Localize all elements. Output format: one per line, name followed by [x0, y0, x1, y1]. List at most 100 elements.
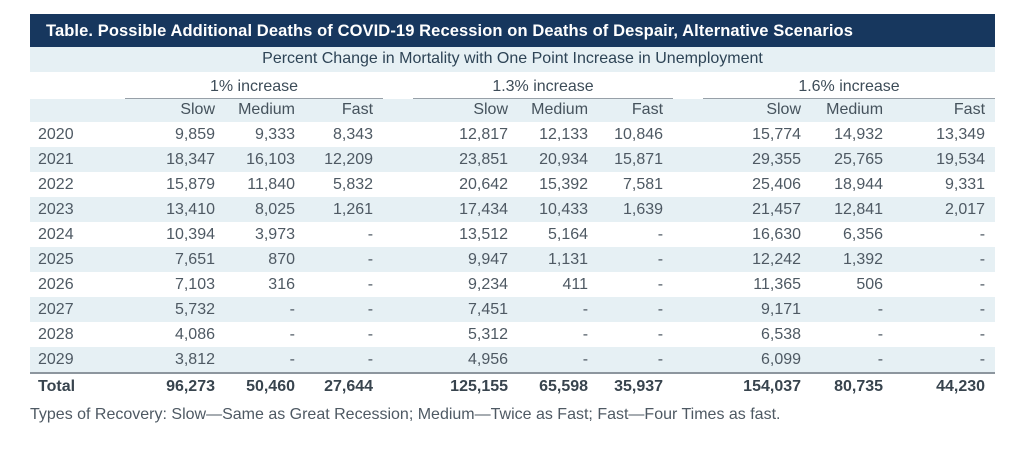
value-cell: - [582, 326, 589, 343]
value-cell: 17,434 [459, 201, 509, 218]
gap-cell [673, 222, 703, 247]
value-cell: 25,765 [834, 151, 884, 168]
total-cell: 96,273 [125, 372, 225, 401]
gap-cell [383, 222, 413, 247]
value-cell: 10,846 [614, 126, 664, 143]
value-cell: 12,841 [834, 201, 884, 218]
col-header-medium: Medium [238, 101, 295, 118]
gap-cell [383, 99, 413, 123]
value-cell: 18,944 [834, 176, 884, 193]
value-cell: 12,817 [459, 126, 509, 143]
value-cell: 5,732 [174, 301, 215, 318]
value-cell: 1,261 [332, 201, 374, 218]
year-header-spacer [30, 72, 125, 99]
gap-cell [673, 372, 704, 401]
gap-cell [383, 172, 413, 197]
value-cell: - [657, 301, 664, 318]
gap-cell [383, 247, 413, 272]
value-cell: 15,879 [166, 176, 215, 193]
value-cell: 8,025 [254, 201, 295, 218]
value-cell: 2,017 [944, 201, 986, 218]
value-cell: - [367, 351, 374, 368]
year-cell: 2026 [38, 276, 74, 293]
table-row: 2025 7,651 870 - 9,947 1,131 - 12,242 1,392 - [30, 247, 996, 272]
value-cell: 21,457 [752, 201, 802, 218]
value-cell: 12,242 [752, 251, 802, 268]
value-cell: 20,934 [539, 151, 589, 168]
mortality-table: 1% increase 1.3% increase 1.6% increase … [30, 72, 996, 401]
value-cell: - [289, 326, 295, 343]
group-header-1-3pct: 1.3% increase [413, 72, 674, 99]
table-title: Table. Possible Additional Deaths of COV… [30, 14, 995, 47]
year-cell: 2021 [38, 151, 74, 168]
value-cell: - [367, 251, 374, 268]
total-row: Total 96,273 50,460 27,644 125,155 65,59… [30, 372, 996, 401]
table-row: 2020 9,859 9,333 8,343 12,817 12,133 10,846 15,… [30, 122, 995, 147]
group-header-row: 1% increase 1.3% increase 1.6% increase [30, 72, 996, 99]
value-cell: 411 [562, 276, 589, 293]
year-cell: 2023 [38, 201, 74, 218]
subheader-row: Slow Medium Fast Slow Medium Fast Slow M… [30, 98, 996, 123]
value-cell: - [979, 301, 986, 318]
group-header-1-6pct: 1.6% increase [703, 72, 996, 99]
table-subtitle: Percent Change in Mortality with One Poi… [30, 47, 995, 72]
value-cell: 15,871 [614, 151, 664, 168]
value-cell: - [367, 276, 374, 293]
gap-cell [383, 197, 413, 222]
value-cell: 5,832 [332, 176, 374, 193]
value-cell: 3,812 [174, 351, 215, 368]
table-body: 2020 9,859 9,333 8,343 12,817 12,133 10,846 15,… [30, 122, 996, 373]
value-cell: 10,433 [539, 201, 589, 218]
value-cell: 1,392 [842, 251, 884, 268]
col-header-slow: Slow [766, 101, 802, 118]
value-cell: 12,209 [324, 151, 374, 168]
value-cell: 870 [268, 251, 295, 268]
year-cell: 2027 [38, 301, 74, 318]
gap-cell [383, 122, 413, 147]
value-cell: 4,086 [174, 326, 215, 343]
value-cell: - [582, 301, 589, 318]
value-cell: 6,356 [842, 226, 884, 243]
value-cell: - [657, 351, 664, 368]
value-cell: 7,651 [174, 251, 215, 268]
value-cell: 3,973 [254, 226, 295, 243]
gap-cell [383, 372, 414, 401]
value-cell: - [367, 226, 374, 243]
total-cell: 65,598 [518, 372, 599, 401]
gap-cell [383, 147, 413, 172]
value-cell: 9,171 [760, 301, 802, 318]
value-cell: - [657, 226, 664, 243]
value-cell: 23,851 [459, 151, 509, 168]
value-cell: 506 [856, 276, 884, 293]
col-header-medium: Medium [531, 101, 589, 118]
value-cell: 316 [268, 276, 295, 293]
value-cell: 9,331 [944, 176, 986, 193]
total-cell: 154,037 [703, 372, 812, 401]
gap-cell [673, 272, 703, 297]
value-cell: 13,410 [166, 201, 215, 218]
value-cell: 10,394 [166, 226, 215, 243]
total-label: Total [30, 372, 125, 401]
group-header-1pct: 1% increase [125, 72, 384, 99]
page: Table. Possible Additional Deaths of COV… [30, 14, 996, 423]
value-cell: 20,642 [459, 176, 509, 193]
year-cell: 2025 [38, 251, 74, 268]
table-row: 2029 3,812 - - 4,956 - - 6,099 - - [30, 347, 996, 373]
value-cell: - [877, 301, 884, 318]
value-cell: - [657, 276, 664, 293]
value-cell: - [979, 326, 986, 343]
value-cell: 18,347 [166, 151, 215, 168]
value-cell: 19,534 [936, 151, 986, 168]
value-cell: 5,164 [547, 226, 589, 243]
total-cell: 80,735 [811, 372, 894, 401]
value-cell: - [979, 276, 986, 293]
value-cell: 16,630 [752, 226, 802, 243]
year-cell: 2029 [38, 351, 74, 368]
gap-cell [673, 99, 703, 123]
value-cell: 29,355 [752, 151, 802, 168]
table-row: 2022 15,879 11,840 5,832 20,642 15,392 7,581 25… [30, 172, 995, 197]
total-cell: 44,230 [893, 372, 996, 401]
gap-cell [383, 347, 413, 373]
value-cell: 9,333 [254, 126, 295, 143]
value-cell: 14,932 [834, 126, 884, 143]
